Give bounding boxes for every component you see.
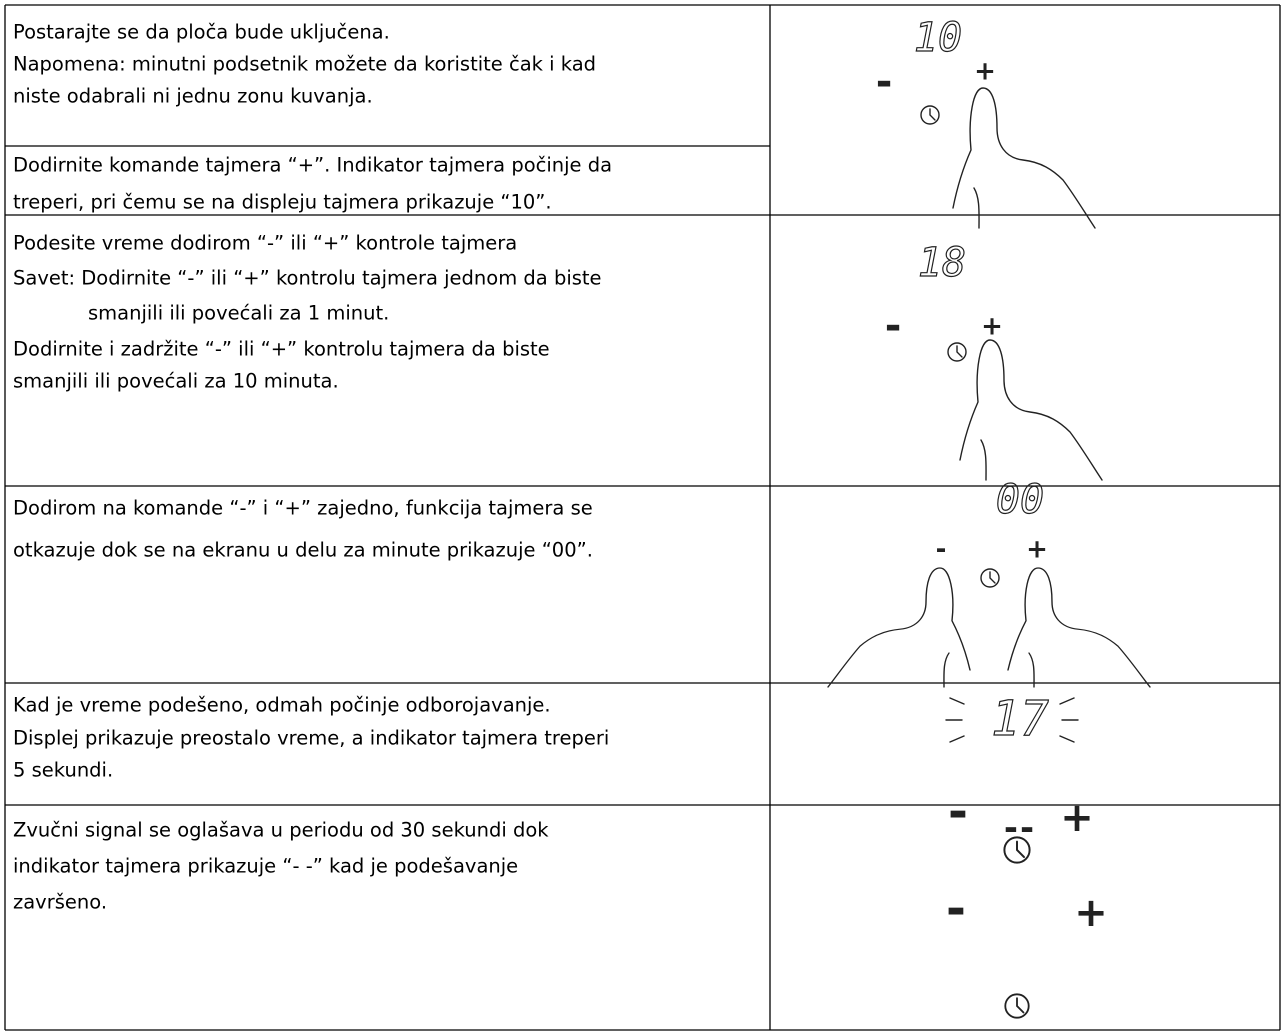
text-line: Podesite vreme dodirom “-” ili “+” kontr… [13, 232, 517, 255]
finger [959, 339, 1103, 481]
clock-icon [947, 342, 967, 362]
display: 10 [914, 15, 962, 61]
plus: + [1074, 890, 1108, 936]
text-line: 5 sekundi. [13, 759, 113, 782]
text-line: indikator tajmera prikazuje “- -” kad je… [13, 855, 518, 878]
text-line: niste odabrali ni jednu zonu kuvanja. [13, 85, 373, 108]
minus: - [885, 303, 902, 349]
finger [952, 87, 1096, 229]
display: 18 [918, 240, 966, 286]
plus: + [974, 57, 996, 87]
illustration: 00 - + [827, 476, 1151, 688]
text-line: smanjili ili povećali za 1 minut. [88, 302, 389, 325]
plus: + [1026, 535, 1048, 565]
plus: + [981, 312, 1003, 342]
text-line: Zvučni signal se oglašava u periodu od 3… [13, 819, 549, 842]
text-line: Kad je vreme podešeno, odmah počinje odb… [13, 694, 551, 717]
text-line: Dodirnite i zadržite “-” ili “+” kontrol… [13, 338, 550, 361]
text-line: završeno. [13, 891, 107, 914]
minus: - [876, 59, 893, 105]
illustration: 17 - + [945, 690, 1094, 864]
display: -- [1004, 809, 1036, 849]
display: 17 [991, 691, 1049, 747]
text-line: Postarajte se da ploča bude uključena. [13, 21, 390, 44]
finger [1007, 567, 1151, 688]
plus: + [1060, 795, 1094, 841]
table-grid [4, 4, 1281, 1031]
clock-icon [980, 568, 1000, 588]
text-line: Dodirom na komande “-” i “+” zajedno, fu… [13, 497, 593, 520]
text-line: otkazuje dok se na ekranu u delu za minu… [13, 539, 593, 562]
minus: - [946, 881, 966, 937]
illustration: -- - + [946, 809, 1108, 1019]
text-line: Napomena: minutni podsetnik možete da ko… [13, 53, 596, 76]
illustration: 10 - + [876, 14, 1096, 229]
finger [827, 567, 971, 688]
clock-icon [1004, 993, 1030, 1019]
text-line: Savet: Dodirnite “-” ili “+” kontrolu ta… [13, 267, 602, 290]
text-line: treperi, pri čemu se na displeju tajmera… [13, 191, 552, 214]
illustration: 18 - + [885, 239, 1103, 481]
text-line: Dodirnite komande tajmera “+”. Indikator… [13, 154, 612, 177]
minus: - [948, 784, 968, 840]
display: 00 [996, 477, 1044, 523]
blink-rays [945, 697, 1079, 743]
text-line: smanjili ili povećali za 10 minuta. [13, 370, 339, 393]
clock-icon [920, 105, 940, 125]
minus: - [936, 535, 947, 565]
text-line: Displej prikazuje preostalo vreme, a ind… [13, 727, 609, 750]
